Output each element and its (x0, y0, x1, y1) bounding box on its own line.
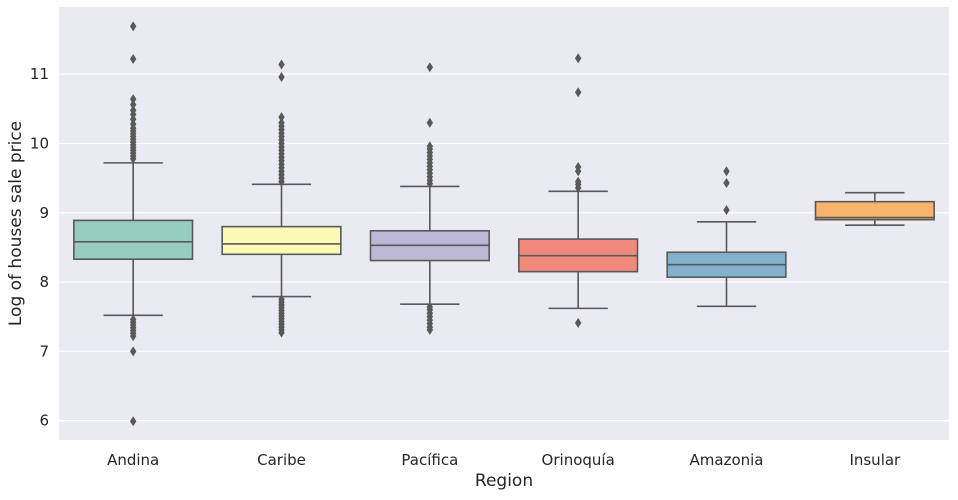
x-tick-label: Andina (107, 451, 159, 469)
box-group-andina (73, 21, 194, 427)
outlier-point (426, 301, 434, 312)
box-group-caribe (221, 59, 342, 338)
iqr-box (814, 200, 935, 221)
y-tick-label: 6 (39, 412, 49, 430)
outlier-point (278, 71, 285, 82)
outlier-point (574, 176, 582, 187)
outlier-point (426, 117, 434, 128)
iqr-box (221, 225, 342, 256)
outlier-point (278, 294, 285, 305)
x-tick-labels: Andina Caribe Pacífica Orinoquía Amazonia Ins… (107, 451, 901, 469)
outlier-point (129, 94, 137, 105)
y-tick-label: 9 (39, 204, 49, 222)
outlier-point (574, 53, 582, 64)
outlier-point (574, 162, 582, 173)
outlier-point (426, 62, 434, 73)
grid-lines (59, 73, 949, 422)
y-axis-label: Log of houses sale price (6, 121, 26, 326)
outlier-point (129, 416, 137, 427)
x-tick-label: Orinoquía (542, 451, 615, 469)
x-tick-label: Insular (849, 451, 901, 469)
x-tick-label: Pacífica (401, 451, 458, 469)
x-tick-label: Caribe (257, 451, 306, 469)
outlier-point (129, 346, 137, 357)
box-group-orinoquía (518, 53, 639, 328)
outlier-point (278, 112, 285, 123)
y-tick-label: 7 (39, 342, 49, 360)
y-tick-label: 11 (30, 65, 49, 83)
outlier-point (129, 21, 137, 32)
outlier-point (129, 314, 137, 325)
outlier-point (278, 117, 285, 128)
outlier-point (574, 87, 582, 98)
outlier-point (129, 105, 137, 116)
x-axis-label: Region (475, 471, 533, 491)
boxes (73, 21, 935, 427)
outlier-point (723, 204, 730, 215)
box-group-amazonia (666, 166, 787, 308)
iqr-box (73, 219, 194, 260)
outlier-point (129, 53, 137, 64)
box-group-insular (814, 191, 935, 227)
outlier-point (426, 141, 434, 152)
box-group-pacífica (369, 62, 490, 335)
y-tick-label: 10 (30, 134, 49, 152)
outlier-point (574, 317, 582, 328)
y-tick-label: 8 (39, 273, 49, 291)
outlier-point (723, 177, 730, 188)
x-tick-label: Amazonia (690, 451, 764, 469)
outlier-point (723, 166, 730, 177)
y-tick-labels: 6 7 8 9 10 11 (30, 65, 49, 429)
outlier-point (278, 59, 285, 70)
outlier-point (129, 99, 137, 110)
plot-background (59, 7, 949, 440)
